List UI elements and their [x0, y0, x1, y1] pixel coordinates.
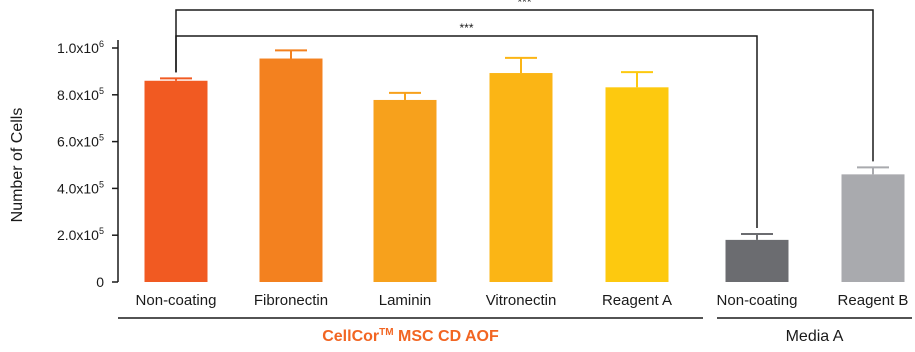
category-label: Fibronectin	[254, 292, 328, 309]
category-label: Non-coating	[136, 292, 217, 309]
category-label: Reagent B	[838, 292, 909, 309]
significance-label: ***	[517, 0, 531, 9]
y-tick-label: 0	[96, 274, 104, 290]
group-label-trademark: TM	[379, 327, 393, 338]
bar	[373, 99, 437, 282]
group-label: Media A	[786, 328, 844, 345]
group-label-suffix: MSC CD AOF	[394, 328, 499, 345]
y-tick-label: 2.0x105	[57, 226, 104, 243]
group-labels-group: CellCorTM MSC CD AOF Media A	[118, 317, 912, 345]
category-label: Laminin	[379, 292, 432, 309]
group-label-name: CellCor	[322, 328, 379, 345]
y-tick-base: 6.0x10	[57, 134, 99, 150]
y-tick-label: 1.0x106	[57, 39, 104, 56]
bar	[144, 80, 208, 282]
bar	[605, 87, 669, 282]
y-tick-base: 4.0x10	[57, 180, 99, 196]
category-label: Vitronectin	[486, 292, 557, 309]
y-tick-exponent: 5	[99, 86, 104, 96]
y-tick-base: 0	[96, 274, 104, 290]
y-tick-exponent: 5	[99, 133, 104, 143]
significance-label: ***	[459, 21, 473, 35]
y-tick-exponent: 6	[99, 39, 104, 49]
group-label-name: Media A	[786, 328, 844, 345]
y-tick-base: 2.0x10	[57, 227, 99, 243]
bar	[725, 239, 789, 282]
bars-group	[144, 49, 905, 283]
bar	[841, 174, 905, 282]
significance-bracket	[175, 35, 758, 229]
y-axis-title: Number of Cells	[9, 108, 26, 223]
y-tick-label: 4.0x105	[57, 179, 104, 196]
bar	[489, 73, 553, 283]
significance-group: *** ***	[175, 0, 874, 229]
group-label: CellCorTM MSC CD AOF	[322, 327, 499, 345]
category-label: Non-coating	[717, 292, 798, 309]
y-tick-exponent: 5	[99, 179, 104, 189]
y-tick-label: 6.0x105	[57, 133, 104, 150]
y-tick-exponent: 5	[99, 226, 104, 236]
category-labels-group: Non-coating Fibronectin Laminin Vitronectin…	[136, 292, 909, 309]
y-tick-base: 8.0x10	[57, 87, 99, 103]
bar	[259, 58, 323, 282]
category-label: Reagent A	[602, 292, 672, 309]
y-tick-label: 8.0x105	[57, 86, 104, 103]
y-tick-base: 1.0x10	[57, 40, 99, 56]
